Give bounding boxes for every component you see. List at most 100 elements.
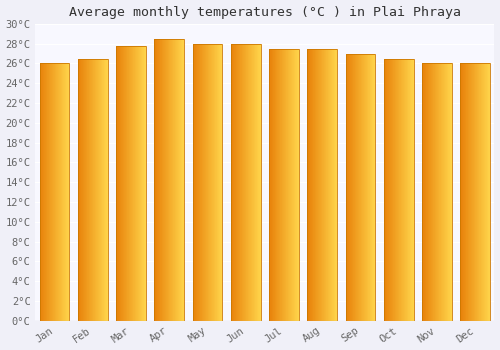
Bar [256, 44, 257, 321]
Bar [173, 39, 174, 321]
Bar [406, 58, 407, 321]
Bar [170, 39, 171, 321]
Bar [484, 63, 485, 321]
Bar [334, 49, 335, 321]
Bar [269, 49, 299, 321]
Bar [360, 54, 361, 321]
Bar [347, 54, 348, 321]
Bar [483, 63, 484, 321]
Bar [433, 63, 434, 321]
Bar [289, 49, 290, 321]
Bar [431, 63, 432, 321]
Bar [55, 63, 56, 321]
Bar [158, 39, 159, 321]
Bar [428, 63, 430, 321]
Bar [121, 46, 122, 321]
Bar [395, 58, 396, 321]
Bar [99, 58, 100, 321]
Bar [392, 58, 393, 321]
Bar [346, 54, 347, 321]
Bar [231, 44, 232, 321]
Bar [201, 44, 202, 321]
Bar [440, 63, 441, 321]
Bar [67, 63, 68, 321]
Bar [422, 63, 424, 321]
Bar [424, 63, 425, 321]
Bar [468, 63, 469, 321]
Bar [78, 58, 108, 321]
Bar [177, 39, 178, 321]
Bar [45, 63, 46, 321]
Bar [271, 49, 272, 321]
Bar [154, 39, 155, 321]
Bar [308, 49, 309, 321]
Bar [180, 39, 181, 321]
Bar [462, 63, 463, 321]
Bar [385, 58, 386, 321]
Bar [83, 58, 84, 321]
Bar [257, 44, 258, 321]
Bar [290, 49, 291, 321]
Bar [174, 39, 176, 321]
Bar [52, 63, 53, 321]
Bar [370, 54, 372, 321]
Bar [486, 63, 488, 321]
Bar [154, 39, 184, 321]
Bar [269, 49, 270, 321]
Bar [193, 44, 194, 321]
Bar [133, 46, 134, 321]
Bar [254, 44, 255, 321]
Bar [369, 54, 370, 321]
Bar [309, 49, 310, 321]
Bar [315, 49, 316, 321]
Bar [143, 46, 144, 321]
Bar [219, 44, 220, 321]
Bar [364, 54, 366, 321]
Bar [463, 63, 464, 321]
Bar [333, 49, 334, 321]
Bar [136, 46, 137, 321]
Bar [138, 46, 139, 321]
Bar [476, 63, 477, 321]
Bar [197, 44, 198, 321]
Bar [78, 58, 79, 321]
Bar [46, 63, 47, 321]
Bar [116, 46, 146, 321]
Bar [231, 44, 260, 321]
Bar [412, 58, 413, 321]
Bar [291, 49, 292, 321]
Bar [460, 63, 461, 321]
Bar [352, 54, 353, 321]
Bar [43, 63, 44, 321]
Bar [159, 39, 160, 321]
Bar [234, 44, 235, 321]
Bar [178, 39, 179, 321]
Bar [139, 46, 140, 321]
Bar [432, 63, 433, 321]
Bar [293, 49, 294, 321]
Bar [282, 49, 283, 321]
Bar [172, 39, 173, 321]
Bar [40, 63, 41, 321]
Bar [479, 63, 480, 321]
Bar [232, 44, 234, 321]
Bar [348, 54, 349, 321]
Bar [312, 49, 313, 321]
Bar [270, 49, 271, 321]
Bar [401, 58, 402, 321]
Bar [363, 54, 364, 321]
Bar [351, 54, 352, 321]
Bar [120, 46, 121, 321]
Bar [368, 54, 369, 321]
Bar [53, 63, 54, 321]
Bar [346, 54, 376, 321]
Bar [386, 58, 387, 321]
Bar [255, 44, 256, 321]
Bar [372, 54, 373, 321]
Bar [439, 63, 440, 321]
Bar [50, 63, 51, 321]
Bar [384, 58, 385, 321]
Bar [166, 39, 167, 321]
Bar [469, 63, 470, 321]
Bar [250, 44, 251, 321]
